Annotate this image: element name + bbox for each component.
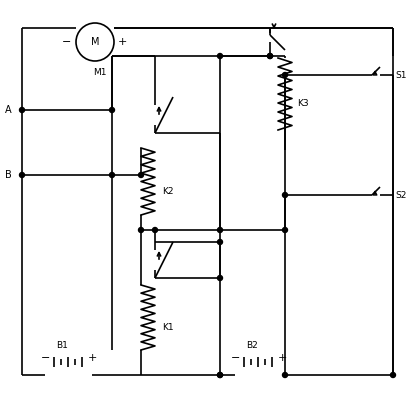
Circle shape bbox=[138, 172, 143, 178]
Text: K2: K2 bbox=[162, 186, 173, 196]
Text: −: − bbox=[62, 37, 71, 47]
Text: +: + bbox=[118, 37, 127, 47]
Text: −: − bbox=[231, 353, 241, 363]
Text: S2: S2 bbox=[395, 190, 406, 200]
Text: B1: B1 bbox=[56, 342, 68, 350]
Text: M1: M1 bbox=[93, 68, 107, 77]
Circle shape bbox=[218, 372, 223, 378]
Circle shape bbox=[218, 372, 223, 378]
Text: +: + bbox=[87, 353, 97, 363]
Circle shape bbox=[282, 72, 287, 78]
Circle shape bbox=[19, 172, 24, 178]
Circle shape bbox=[19, 108, 24, 112]
Circle shape bbox=[152, 228, 157, 232]
Circle shape bbox=[268, 54, 273, 58]
Text: K3: K3 bbox=[297, 100, 309, 108]
Circle shape bbox=[282, 372, 287, 378]
Circle shape bbox=[282, 192, 287, 198]
Text: −: − bbox=[41, 353, 51, 363]
Circle shape bbox=[218, 54, 223, 58]
Text: S1: S1 bbox=[395, 70, 406, 80]
Text: B2: B2 bbox=[246, 342, 258, 350]
Circle shape bbox=[391, 372, 396, 378]
Text: M: M bbox=[91, 37, 99, 47]
Circle shape bbox=[268, 54, 273, 58]
Text: B: B bbox=[5, 170, 12, 180]
Circle shape bbox=[109, 108, 114, 112]
Text: +: + bbox=[277, 353, 287, 363]
Circle shape bbox=[138, 228, 143, 232]
Circle shape bbox=[218, 276, 223, 280]
Circle shape bbox=[218, 228, 223, 232]
Circle shape bbox=[282, 228, 287, 232]
Text: K1: K1 bbox=[162, 322, 173, 332]
Text: A: A bbox=[5, 105, 12, 115]
Circle shape bbox=[218, 240, 223, 244]
Circle shape bbox=[109, 172, 114, 178]
